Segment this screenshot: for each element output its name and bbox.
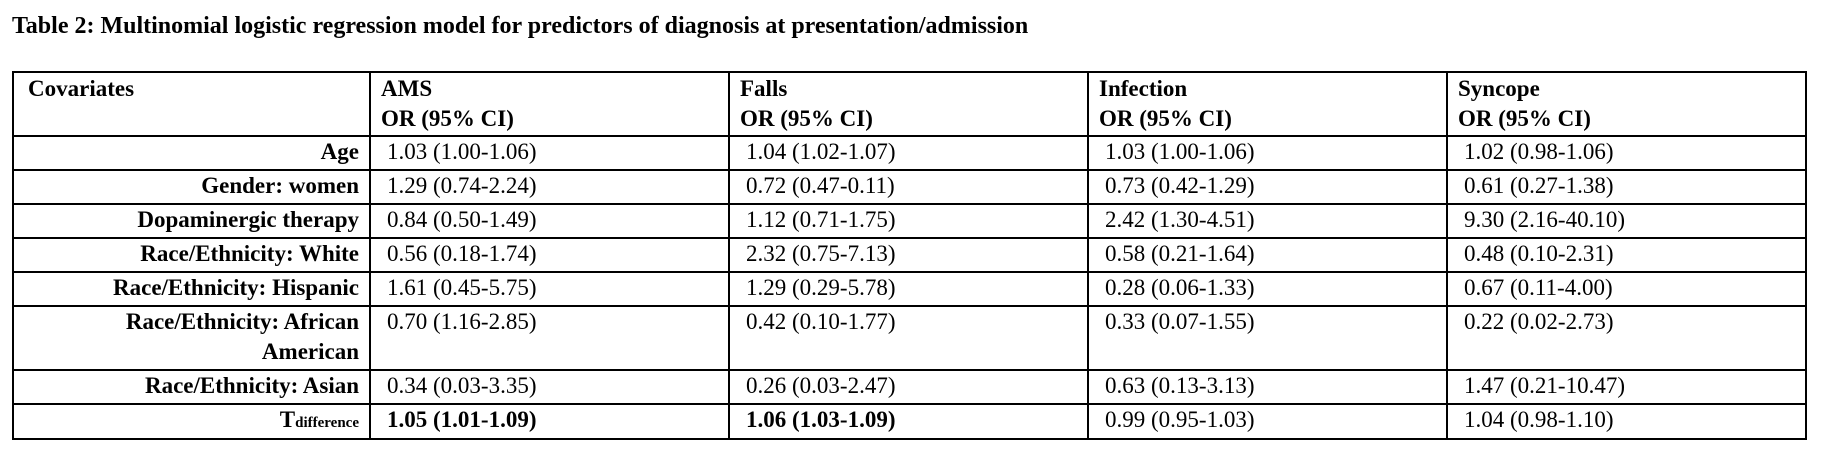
value-cell-falls: 1.12 (0.71-1.75): [728, 203, 1089, 239]
value-cell-infection: 0.63 (0.13-3.13): [1087, 369, 1448, 405]
value-cell-infection: 0.99 (0.95-1.03): [1087, 403, 1448, 440]
value-cell-falls: 1.04 (1.02-1.07): [728, 135, 1089, 171]
covariate-cell: Race/Ethnicity: Asian: [12, 369, 371, 405]
column-header-subtitle: OR (95% CI): [1458, 106, 1591, 131]
column-header-name: Falls: [740, 76, 788, 101]
value-cell-syncope: 0.61 (0.27-1.38): [1446, 169, 1807, 205]
column-header-name: Infection: [1099, 76, 1188, 101]
value-cell-syncope: 0.22 (0.02-2.73): [1446, 305, 1807, 371]
column-header-name: Covariates: [28, 76, 135, 101]
value-cell-ams: 0.34 (0.03-3.35): [369, 369, 730, 405]
covariate-line: American: [261, 339, 359, 364]
value-cell-infection: 0.58 (0.21-1.64): [1087, 237, 1448, 273]
value-cell-syncope: 1.04 (0.98-1.10): [1446, 403, 1807, 440]
table-row-t-difference: Tdifference 1.05 (1.01-1.09) 1.06 (1.03-…: [12, 403, 1807, 440]
table-header-row: Covariates AMS OR (95% CI) Falls OR (95%…: [12, 71, 1807, 137]
value-cell-syncope: 1.02 (0.98-1.06): [1446, 135, 1807, 171]
value-cell-syncope: 0.48 (0.10-2.31): [1446, 237, 1807, 273]
table-row-age: Age 1.03 (1.00-1.06) 1.04 (1.02-1.07) 1.…: [12, 135, 1807, 171]
value-cell-infection: 2.42 (1.30-4.51): [1087, 203, 1448, 239]
value-cell-falls: 1.06 (1.03-1.09): [728, 403, 1089, 440]
value-cell-falls: 0.42 (0.10-1.77): [728, 305, 1089, 371]
table-row-asian: Race/Ethnicity: Asian 0.34 (0.03-3.35) 0…: [12, 369, 1807, 405]
table-row-african-american: Race/Ethnicity: African American 0.70 (1…: [12, 305, 1807, 371]
value-cell-ams: 0.70 (1.16-2.85): [369, 305, 730, 371]
table-row-hispanic: Race/Ethnicity: Hispanic 1.61 (0.45-5.75…: [12, 271, 1807, 307]
covariate-cell: Race/Ethnicity: African American: [12, 305, 371, 371]
column-header-falls: Falls OR (95% CI): [728, 71, 1089, 137]
value-cell-ams: 0.84 (0.50-1.49): [369, 203, 730, 239]
covariate-cell: Age: [12, 135, 371, 171]
table-row-dopaminergic: Dopaminergic therapy 0.84 (0.50-1.49) 1.…: [12, 203, 1807, 239]
value-cell-ams: 1.05 (1.01-1.09): [369, 403, 730, 440]
column-header-name: Syncope: [1458, 76, 1540, 101]
value-cell-falls: 2.32 (0.75-7.13): [728, 237, 1089, 273]
column-header-infection: Infection OR (95% CI): [1087, 71, 1448, 137]
column-header-subtitle: OR (95% CI): [740, 106, 873, 131]
value-cell-ams: 1.29 (0.74-2.24): [369, 169, 730, 205]
value-cell-falls: 0.26 (0.03-2.47): [728, 369, 1089, 405]
covariate-cell: Tdifference: [12, 403, 371, 440]
value-cell-infection: 1.03 (1.00-1.06): [1087, 135, 1448, 171]
column-header-ams: AMS OR (95% CI): [369, 71, 730, 137]
covariate-cell: Race/Ethnicity: Hispanic: [12, 271, 371, 307]
value-cell-syncope: 9.30 (2.16-40.10): [1446, 203, 1807, 239]
covariate-subscript: difference: [295, 415, 359, 431]
value-cell-infection: 0.33 (0.07-1.55): [1087, 305, 1448, 371]
covariate-line: Race/Ethnicity: African: [125, 309, 359, 334]
covariate-cell: Gender: women: [12, 169, 371, 205]
column-header-covariates: Covariates: [12, 71, 371, 137]
covariate-cell: Dopaminergic therapy: [12, 203, 371, 239]
table-caption: Table 2: Multinomial logistic regression…: [12, 13, 1029, 39]
covariate-main: T: [279, 407, 296, 432]
value-cell-ams: 1.61 (0.45-5.75): [369, 271, 730, 307]
covariate-cell: Race/Ethnicity: White: [12, 237, 371, 273]
table-row-gender: Gender: women 1.29 (0.74-2.24) 0.72 (0.4…: [12, 169, 1807, 205]
value-cell-falls: 1.29 (0.29-5.78): [728, 271, 1089, 307]
value-cell-infection: 0.73 (0.42-1.29): [1087, 169, 1448, 205]
column-header-subtitle: OR (95% CI): [381, 106, 514, 131]
column-header-subtitle: OR (95% CI): [1099, 106, 1232, 131]
table-row-white: Race/Ethnicity: White 0.56 (0.18-1.74) 2…: [12, 237, 1807, 273]
regression-table: Covariates AMS OR (95% CI) Falls OR (95%…: [12, 71, 1807, 440]
value-cell-ams: 1.03 (1.00-1.06): [369, 135, 730, 171]
column-header-syncope: Syncope OR (95% CI): [1446, 71, 1807, 137]
column-header-name: AMS: [381, 76, 433, 101]
value-cell-infection: 0.28 (0.06-1.33): [1087, 271, 1448, 307]
value-cell-syncope: 0.67 (0.11-4.00): [1446, 271, 1807, 307]
value-cell-falls: 0.72 (0.47-0.11): [728, 169, 1089, 205]
value-cell-ams: 0.56 (0.18-1.74): [369, 237, 730, 273]
value-cell-syncope: 1.47 (0.21-10.47): [1446, 369, 1807, 405]
